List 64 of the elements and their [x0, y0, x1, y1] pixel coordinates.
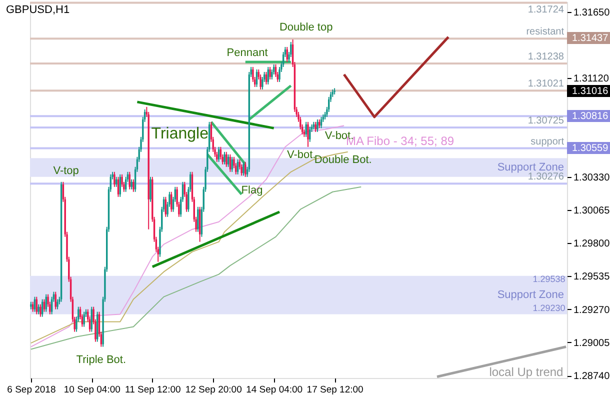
annotation: 1.29230 — [532, 303, 566, 313]
ref-line-label: 1.31021 — [528, 78, 564, 90]
candlestick — [262, 76, 264, 90]
text: 1.31437 — [572, 33, 609, 44]
candlestick — [197, 206, 199, 232]
candlestick — [40, 304, 42, 318]
annotation: Triangle — [151, 125, 209, 142]
candlestick — [224, 151, 226, 165]
y-tick-label: 1.29270 — [574, 304, 610, 316]
x-tick-label: 10 Sep 04:00 — [64, 384, 120, 396]
candlestick — [216, 151, 218, 162]
x-tick-label: 14 Sep 04:00 — [246, 384, 303, 396]
band-label: Support Zone — [497, 162, 564, 174]
candlestick — [305, 121, 307, 138]
y-tick-label: 1.29800 — [574, 238, 610, 250]
line-series — [30, 186, 362, 350]
candlestick — [307, 121, 309, 148]
candlestick — [83, 311, 85, 328]
candlestick — [242, 161, 244, 176]
candlestick — [132, 178, 134, 192]
candlestick — [240, 164, 242, 176]
annotation: Double Bot. — [314, 154, 372, 166]
y-tick-label: 1.28740 — [574, 371, 610, 382]
candlestick — [231, 156, 233, 172]
text: 1.30816 — [572, 111, 609, 122]
band-label: Support Zone — [497, 289, 564, 302]
annotation: Pennant — [226, 46, 268, 59]
candlestick — [269, 66, 271, 80]
ref-line-label: support — [530, 136, 564, 148]
text: 1.30559 — [572, 143, 609, 154]
y-tick-label: 1.29005 — [574, 338, 610, 349]
x-tick-label: 12 Sep 20:00 — [185, 384, 242, 396]
y-tick-label: 1.30065 — [574, 205, 610, 216]
annotation: V-bot. — [286, 149, 316, 161]
ref-line-label: resistant — [526, 26, 564, 38]
x-tick-label: 11 Sep 12:00 — [124, 384, 181, 396]
ref-line-label: 1.30725 — [528, 116, 564, 127]
candlestick — [114, 171, 116, 188]
annotation: Flag — [241, 184, 263, 196]
annotation: Double top — [279, 21, 333, 34]
annotation: Triple Bot. — [76, 354, 126, 366]
x-tick-label: 17 Sep 12:00 — [306, 384, 364, 396]
candlestick — [38, 304, 40, 315]
annotation: V-top — [53, 164, 79, 177]
candlestick — [56, 298, 58, 310]
y-tick-label: 1.30330 — [574, 172, 610, 184]
candlestick — [260, 74, 262, 90]
ref-line-label: 1.31724 — [528, 4, 564, 16]
candlestick — [278, 66, 280, 82]
x-tick-label: 6 Sep 2018 — [7, 384, 56, 396]
annotation: local Up trend — [489, 365, 564, 379]
candlestick — [316, 118, 318, 132]
candlestick — [130, 178, 132, 190]
candlestick — [271, 68, 273, 80]
annotation: 1.29538 — [532, 274, 566, 284]
ref-line-label: 1.30276 — [528, 172, 564, 183]
y-tick-label: 1.31650 — [574, 7, 610, 18]
ref-line-label: 1.31238 — [528, 51, 564, 62]
text: 1.31016 — [572, 86, 609, 97]
chart-title: GBPUSD,H1 — [6, 4, 70, 16]
y-tick-label: 1.31120 — [574, 74, 610, 85]
candlestick — [150, 176, 152, 202]
y-tick-label: 1.29535 — [574, 272, 610, 283]
candlestick — [314, 121, 316, 132]
